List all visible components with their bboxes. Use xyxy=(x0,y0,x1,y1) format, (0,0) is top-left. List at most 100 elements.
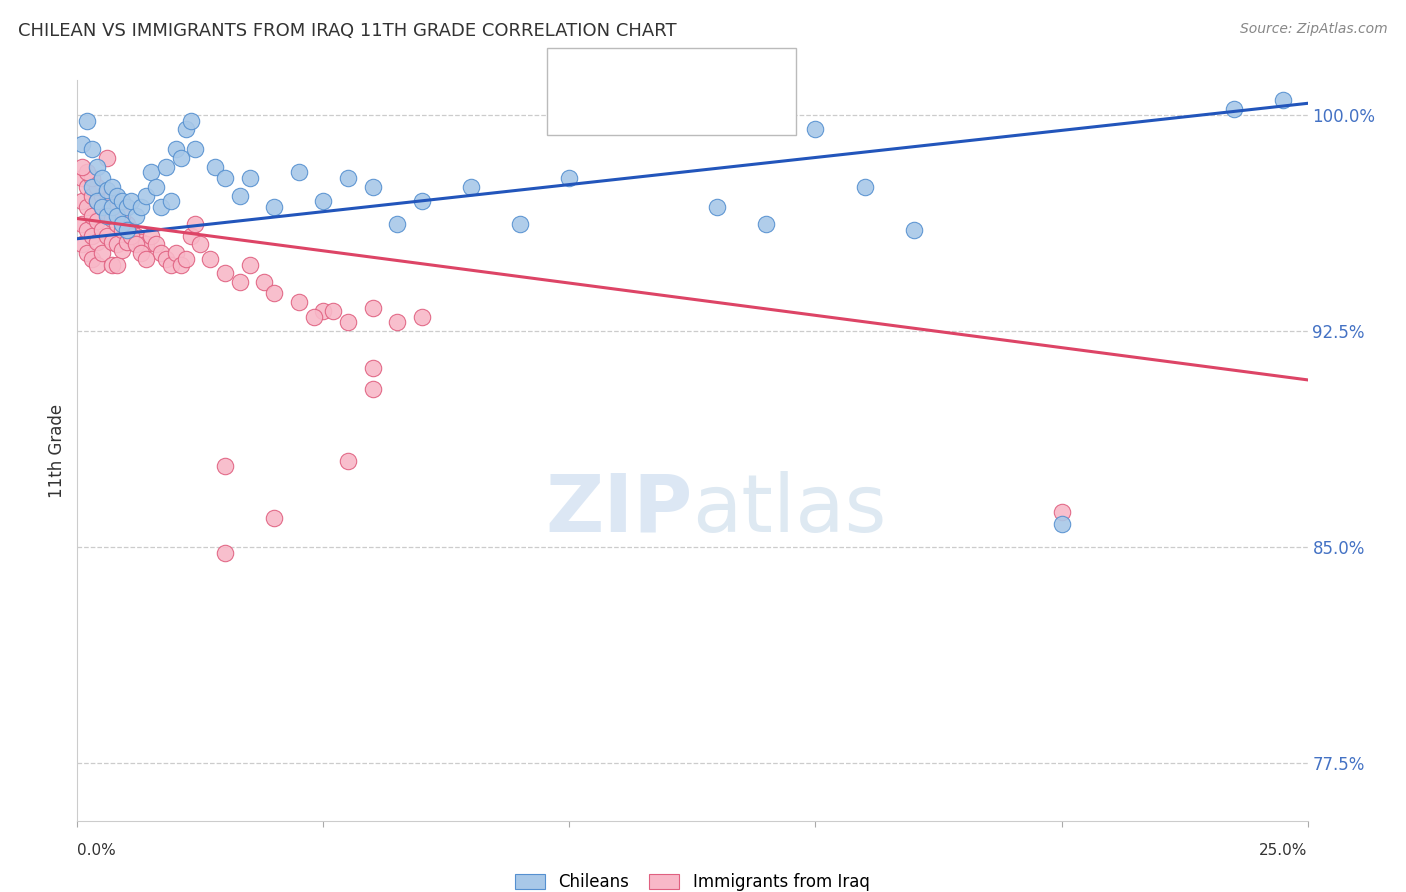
Point xyxy=(82,143,104,157)
Point xyxy=(180,113,202,128)
Point xyxy=(1050,505,1073,519)
Point xyxy=(312,194,335,209)
Point xyxy=(82,209,104,223)
Point xyxy=(96,228,118,243)
Point xyxy=(90,200,114,214)
Point xyxy=(903,223,925,237)
Point xyxy=(337,171,360,186)
Point xyxy=(76,165,98,179)
Point xyxy=(111,209,132,223)
Point xyxy=(70,136,93,151)
Point xyxy=(82,228,104,243)
Point xyxy=(1272,94,1295,108)
Point xyxy=(86,214,108,228)
Point xyxy=(361,382,384,396)
Point xyxy=(184,143,207,157)
Point xyxy=(141,165,163,179)
Point xyxy=(204,160,226,174)
Point xyxy=(90,223,114,237)
Point xyxy=(411,310,433,324)
Point xyxy=(82,252,104,266)
Point xyxy=(288,295,311,310)
Point xyxy=(70,160,93,174)
Point xyxy=(135,237,157,252)
Point xyxy=(76,223,98,237)
Point xyxy=(121,223,143,237)
Point xyxy=(115,200,138,214)
Point xyxy=(105,200,128,214)
Point xyxy=(337,453,360,467)
Point xyxy=(76,179,98,194)
Text: 84: 84 xyxy=(749,104,770,120)
Point xyxy=(131,235,153,249)
Point xyxy=(322,303,344,318)
Point xyxy=(150,200,173,214)
FancyBboxPatch shape xyxy=(547,48,796,135)
Point xyxy=(115,223,138,237)
Point xyxy=(509,217,531,231)
Point xyxy=(200,252,222,266)
Point xyxy=(90,188,114,202)
Point xyxy=(125,228,148,243)
Point xyxy=(302,310,325,324)
Point xyxy=(82,171,104,186)
Point xyxy=(101,179,124,194)
Point xyxy=(111,244,132,258)
Point xyxy=(101,211,124,226)
Point xyxy=(101,200,124,214)
Point xyxy=(90,200,114,214)
Point xyxy=(460,179,482,194)
Point xyxy=(115,235,138,249)
Point xyxy=(86,235,108,249)
Point xyxy=(101,258,124,272)
Point xyxy=(253,275,276,289)
Legend: Chileans, Immigrants from Iraq: Chileans, Immigrants from Iraq xyxy=(509,866,876,892)
Point xyxy=(190,237,212,252)
Text: -0.163: -0.163 xyxy=(637,104,692,120)
Text: ZIP: ZIP xyxy=(546,471,693,549)
Text: 54: 54 xyxy=(749,62,770,78)
Point xyxy=(263,511,285,525)
Point xyxy=(214,546,236,560)
Point xyxy=(105,209,128,223)
Point xyxy=(111,194,132,209)
Point xyxy=(263,286,285,301)
Point xyxy=(96,183,118,197)
Point xyxy=(125,237,148,252)
Point xyxy=(70,194,93,209)
FancyBboxPatch shape xyxy=(551,97,591,127)
Text: 0.329: 0.329 xyxy=(637,62,692,78)
Point xyxy=(90,246,114,260)
Text: N =: N = xyxy=(710,104,744,120)
Point xyxy=(170,151,193,165)
Point xyxy=(86,179,108,194)
Point xyxy=(150,246,173,260)
Point xyxy=(111,217,132,231)
Point xyxy=(101,235,124,249)
Point xyxy=(76,200,98,214)
Text: 0.0%: 0.0% xyxy=(77,843,117,858)
Point xyxy=(165,246,187,260)
Point xyxy=(96,151,118,165)
Point xyxy=(86,160,108,174)
Point xyxy=(180,228,202,243)
Point xyxy=(131,200,153,214)
Point xyxy=(70,237,93,252)
Point xyxy=(229,275,252,289)
Point xyxy=(76,246,98,260)
Point xyxy=(214,266,236,280)
Text: N =: N = xyxy=(710,62,744,78)
Point xyxy=(1223,102,1246,116)
Text: 25.0%: 25.0% xyxy=(1260,843,1308,858)
Point xyxy=(312,303,335,318)
Text: atlas: atlas xyxy=(693,471,887,549)
FancyBboxPatch shape xyxy=(551,56,591,86)
Point xyxy=(184,217,207,231)
Point xyxy=(86,194,108,209)
Point xyxy=(141,228,163,243)
Point xyxy=(105,188,128,202)
Point xyxy=(853,179,876,194)
Point xyxy=(96,194,118,209)
Point xyxy=(387,217,409,231)
Point xyxy=(170,258,193,272)
